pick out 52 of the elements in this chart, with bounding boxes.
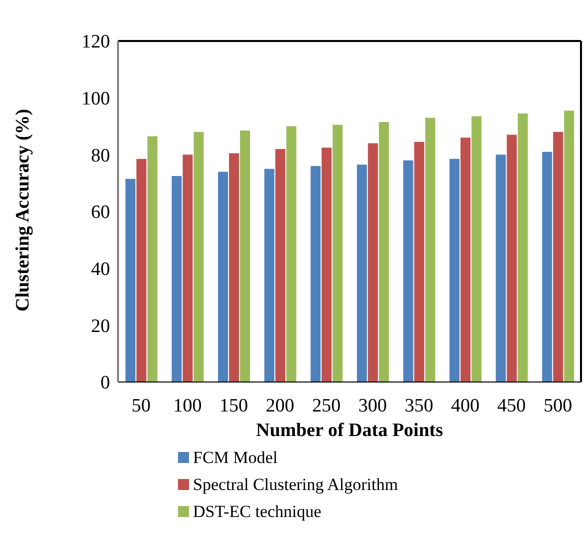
bar [194,132,204,382]
y-axis-title: Clustering Accuracy (%) [12,108,34,312]
x-tick-label: 200 [266,395,294,416]
bar [218,172,228,382]
bar [229,153,240,382]
bar [136,158,146,382]
bar [553,132,564,382]
bar [378,122,389,382]
x-tick-label: 100 [173,395,202,416]
bar [460,138,471,382]
bar [414,142,424,382]
bar [310,166,321,382]
bar [564,110,574,382]
legend-label: Spectral Clustering Algorithm [193,474,398,494]
x-tick-label: 450 [497,395,526,416]
y-tick-label: 80 [91,145,110,166]
bar [147,136,158,382]
x-tick-label: 400 [451,395,480,416]
y-tick-label: 120 [82,32,110,53]
y-tick-label: 20 [91,316,110,337]
bar [542,152,552,382]
bar [125,178,136,382]
y-tick-label: 0 [100,372,110,394]
bar [356,164,367,382]
bar [322,148,332,382]
y-tick-label: 100 [82,88,110,110]
bar [182,154,193,382]
legend-label: DST-EC technique [193,502,322,522]
bar [450,158,460,382]
x-axis-title: Number of Data Points [256,420,444,441]
bar [425,118,436,382]
bar [403,160,414,382]
x-tick-label: 300 [358,395,387,416]
y-tick-label: 60 [91,202,110,224]
legend-label: FCM Model [193,448,278,468]
bar [172,176,182,382]
x-tick-label: 250 [312,395,341,416]
bar [332,124,343,382]
y-tick-label: 40 [91,259,110,280]
bar [368,143,378,382]
bar [286,126,296,382]
bar [506,134,517,382]
bar [496,154,506,382]
bar [264,168,274,382]
bar [472,116,482,382]
bar [275,148,286,382]
x-tick-label: 150 [220,395,248,416]
bar [518,113,528,382]
bar [240,130,250,382]
x-tick-label: 500 [544,395,572,416]
x-tick-label: 350 [404,395,434,416]
x-tick-label: 50 [132,395,151,416]
